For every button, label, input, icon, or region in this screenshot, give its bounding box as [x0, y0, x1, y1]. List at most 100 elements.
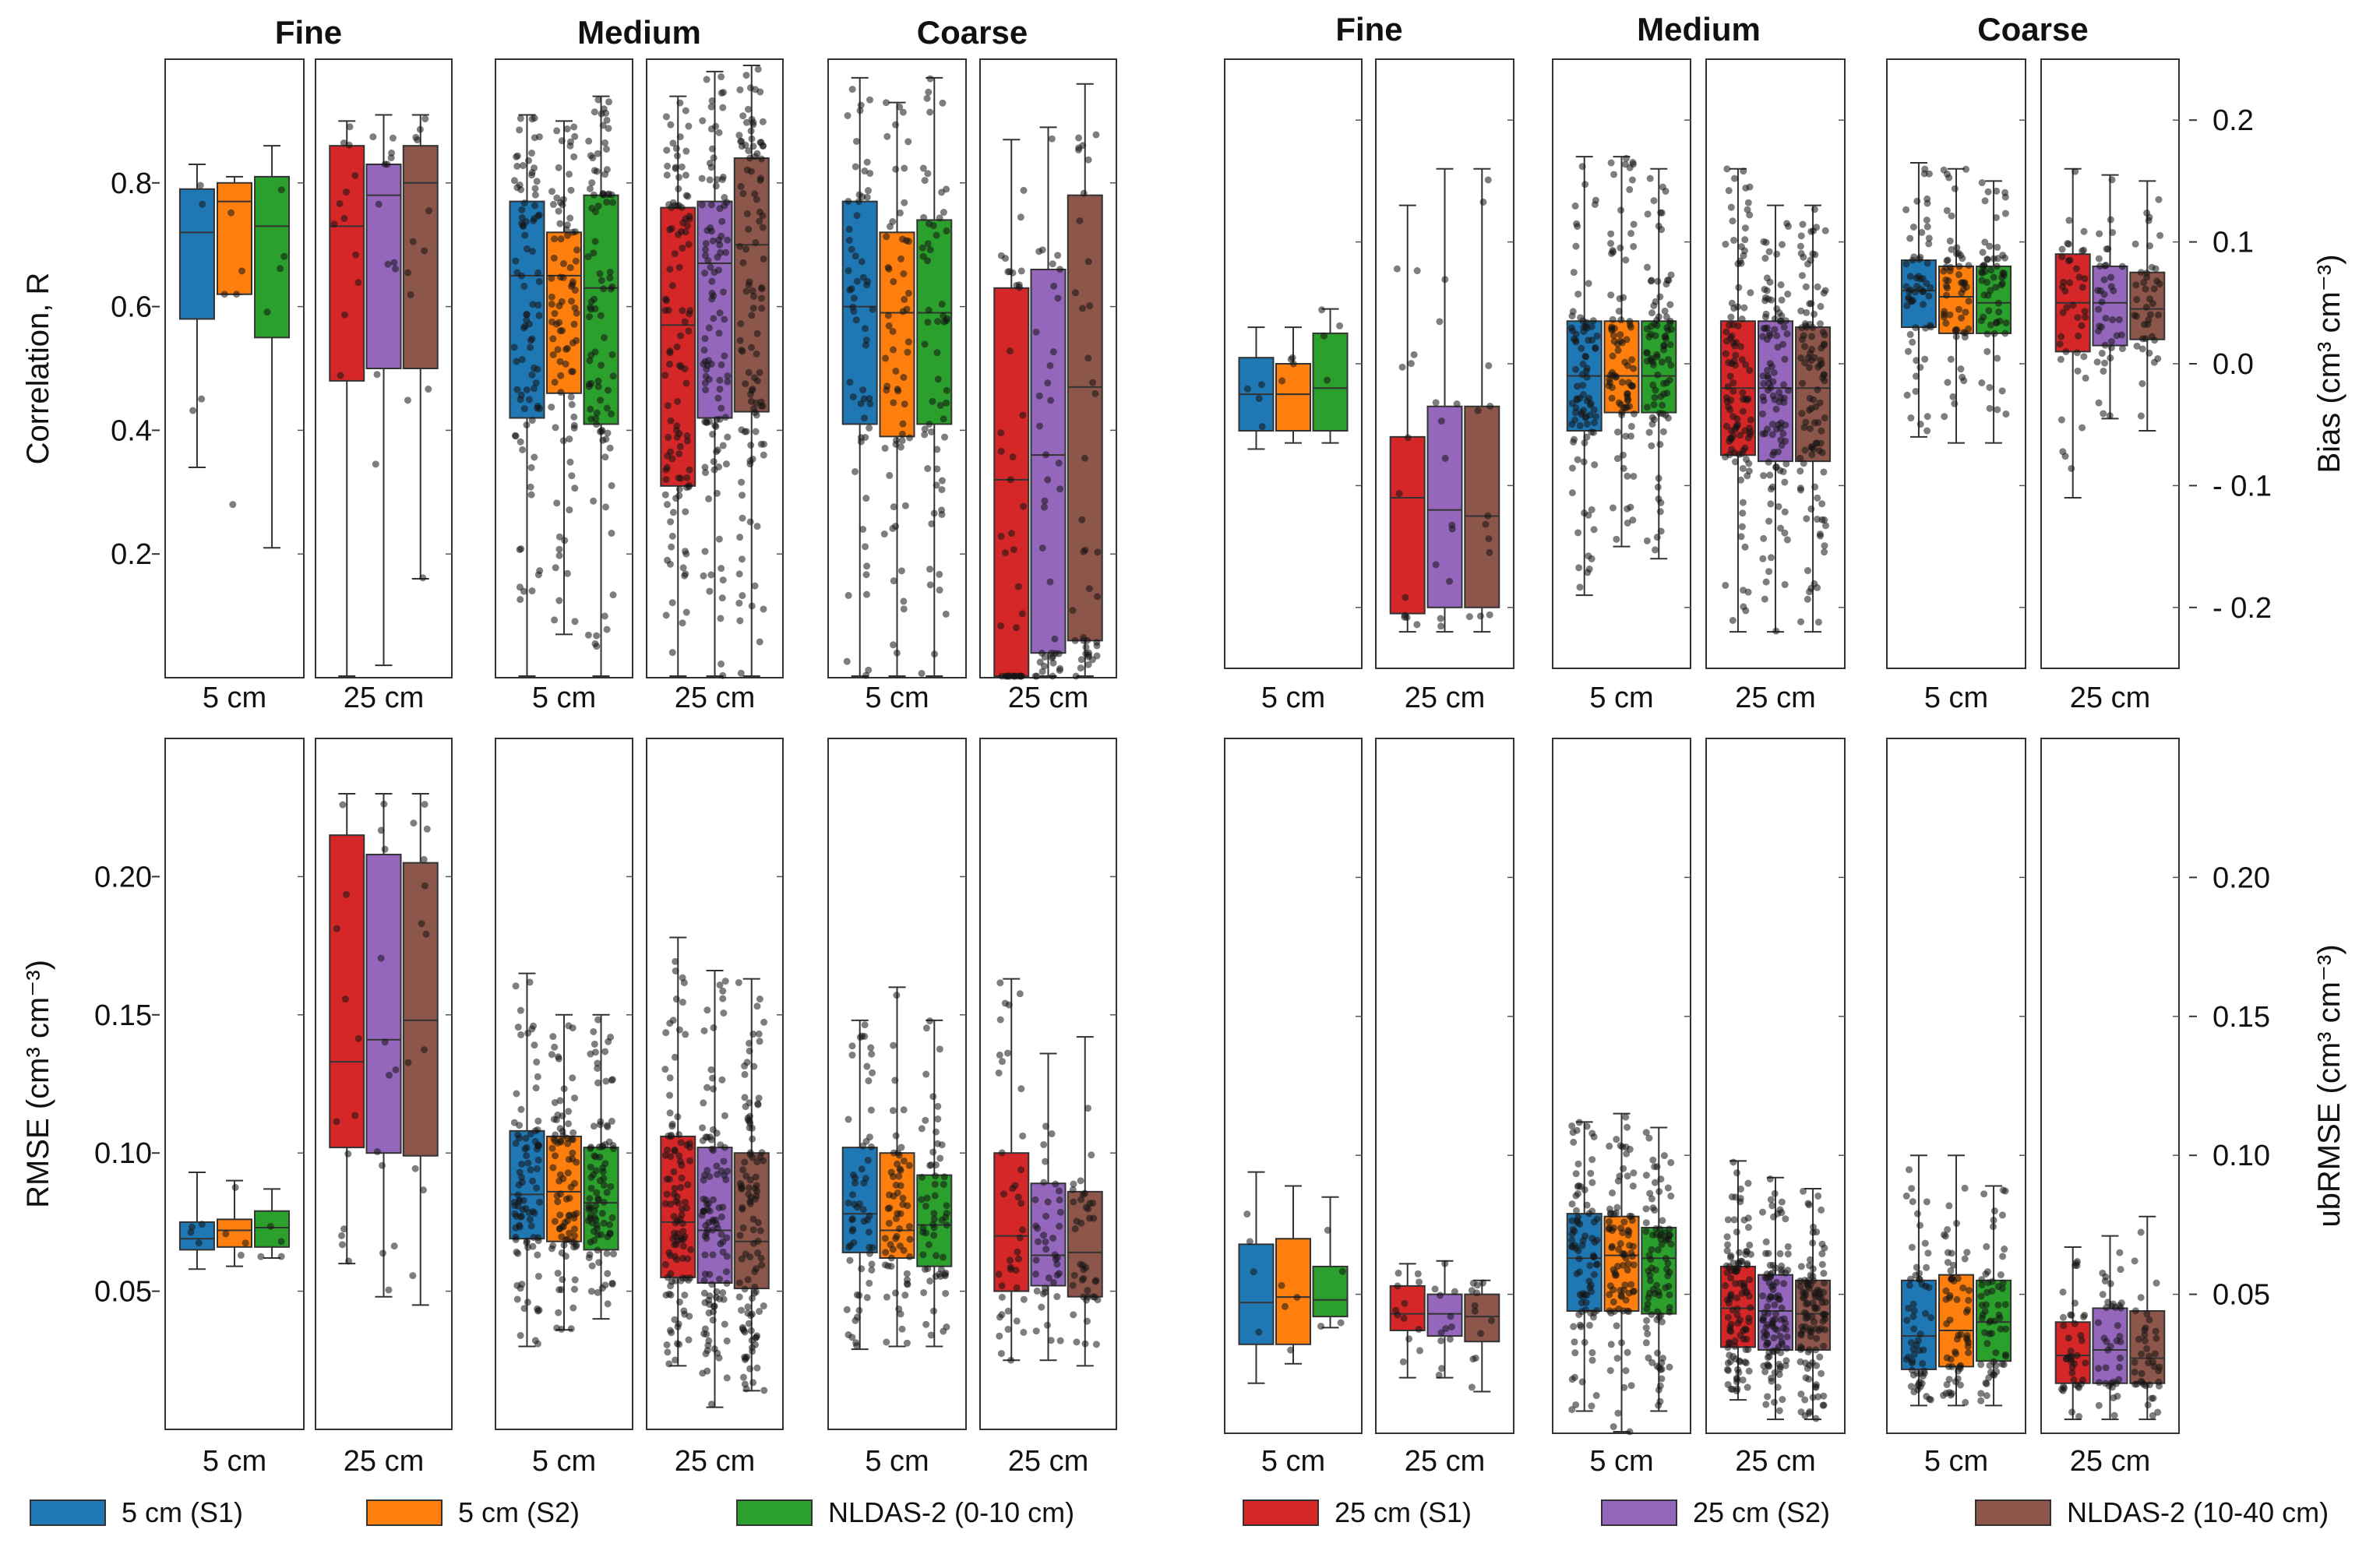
- data-point: [1924, 1249, 1932, 1257]
- data-point: [941, 433, 949, 441]
- data-point: [1574, 382, 1581, 390]
- data-point: [1032, 1222, 1040, 1230]
- data-point: [571, 1276, 579, 1284]
- data-point: [929, 397, 936, 405]
- data-point: [533, 1165, 541, 1172]
- data-point: [1994, 354, 2001, 362]
- data-point: [995, 1270, 1003, 1278]
- data-point: [1741, 236, 1749, 244]
- data-point: [1617, 316, 1625, 324]
- data-point: [593, 409, 601, 417]
- data-point: [548, 318, 556, 326]
- data-point: [890, 577, 897, 585]
- box-25-cm-s2-: [2092, 1235, 2128, 1421]
- data-point: [1725, 359, 1733, 367]
- data-point: [1442, 1325, 1450, 1333]
- data-point: [593, 1225, 601, 1232]
- data-point: [934, 375, 942, 383]
- legend-label: 5 cm (S2): [458, 1496, 580, 1528]
- data-point: [926, 421, 933, 428]
- data-point: [662, 1029, 670, 1037]
- data-point: [1797, 307, 1805, 315]
- data-point: [1908, 298, 1916, 305]
- data-point: [715, 236, 723, 244]
- data-point: [755, 1030, 763, 1038]
- data-point: [1811, 310, 1818, 318]
- data-point: [1613, 455, 1621, 463]
- data-point: [852, 1179, 859, 1187]
- data-point: [1767, 554, 1775, 562]
- data-point: [2142, 285, 2149, 293]
- data-point: [1907, 1338, 1915, 1346]
- data-point: [524, 1299, 531, 1306]
- data-point: [1763, 324, 1771, 332]
- data-point: [354, 1034, 362, 1042]
- data-point: [1643, 263, 1651, 271]
- data-point: [1804, 567, 1811, 575]
- data-point: [736, 534, 744, 541]
- data-point: [227, 209, 235, 217]
- data-point: [718, 1231, 725, 1239]
- data-point: [1945, 1362, 1953, 1370]
- data-point: [674, 1230, 682, 1238]
- data-point: [1726, 372, 1734, 380]
- data-point: [1622, 256, 1630, 264]
- data-point: [855, 1292, 863, 1299]
- data-point: [1620, 1383, 1628, 1391]
- data-point: [1049, 1235, 1057, 1242]
- data-point: [1613, 1322, 1620, 1330]
- data-point: [671, 1316, 679, 1323]
- data-point: [937, 1266, 945, 1274]
- data-point: [683, 222, 691, 230]
- data-point: [1732, 1265, 1740, 1273]
- data-point: [381, 845, 389, 853]
- box-nldas-2-0-10-cm-: [1976, 179, 2012, 444]
- box-25-cm-s1-: [993, 978, 1030, 1364]
- data-point: [866, 1249, 873, 1257]
- data-point: [760, 605, 767, 613]
- data-point: [1607, 159, 1615, 167]
- data-point: [337, 372, 344, 379]
- data-point: [517, 1284, 524, 1292]
- data-point: [1952, 1348, 1959, 1355]
- data-point: [1007, 476, 1014, 484]
- data-point: [2058, 245, 2066, 253]
- data-point: [1398, 363, 1406, 371]
- data-point: [2079, 284, 2086, 291]
- data-point: [1923, 259, 1931, 267]
- data-point: [1627, 1249, 1635, 1256]
- data-point: [1799, 379, 1807, 387]
- data-point: [1608, 1242, 1616, 1250]
- data-point: [1727, 1274, 1735, 1282]
- box-25-cm-s2-: [1030, 126, 1067, 680]
- data-point: [1979, 263, 1987, 270]
- data-point: [554, 1139, 562, 1147]
- data-point: [2107, 1280, 2114, 1288]
- y-tick-label: 0.2: [2213, 104, 2254, 137]
- legend-swatch: [1975, 1499, 2051, 1526]
- data-point: [564, 231, 572, 239]
- data-point: [587, 351, 595, 359]
- data-point: [1469, 1279, 1477, 1287]
- data-point: [536, 1198, 544, 1206]
- data-point: [1053, 1293, 1061, 1301]
- box-5-cm-s1-: [178, 163, 215, 469]
- data-point: [1049, 348, 1057, 356]
- box-body: [402, 145, 439, 369]
- data-point: [895, 1172, 903, 1180]
- data-point: [1782, 421, 1789, 429]
- data-point: [2072, 265, 2080, 273]
- data-point: [683, 432, 691, 440]
- data-point: [1995, 1311, 2003, 1319]
- data-point: [1796, 485, 1804, 492]
- data-point: [735, 570, 743, 578]
- data-point: [1783, 330, 1791, 338]
- data-point: [2075, 273, 2083, 281]
- data-point: [852, 137, 860, 145]
- data-point: [1042, 1212, 1050, 1220]
- data-point: [847, 1242, 855, 1249]
- data-point: [1655, 474, 1662, 482]
- data-point: [666, 1109, 674, 1117]
- data-point: [663, 171, 671, 179]
- data-point: [521, 322, 529, 330]
